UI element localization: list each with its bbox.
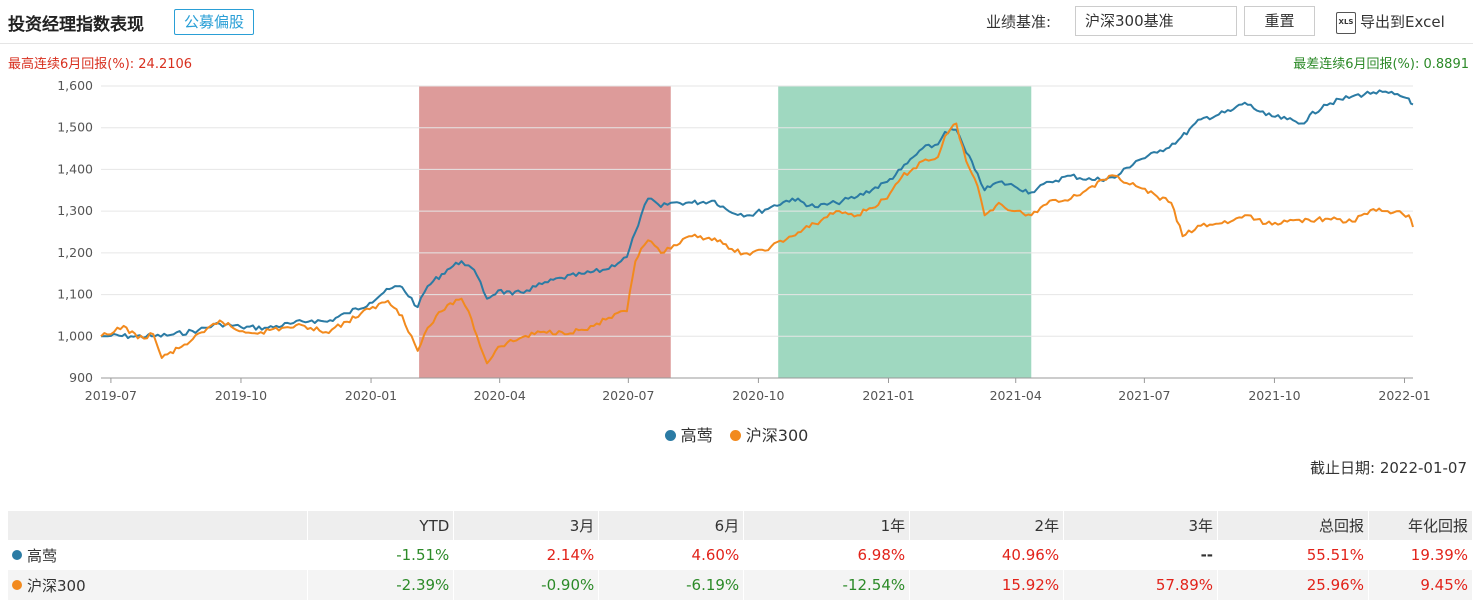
header-cell-ytd: YTD [307, 511, 455, 540]
x-tick-label: 2020-04 [474, 388, 526, 403]
header-cell-3m: 3月 [453, 511, 600, 540]
legend-dot-icon [664, 430, 676, 441]
x-tick-label: 2021-04 [990, 388, 1042, 403]
value-cell: 15.92% [909, 570, 1065, 600]
x-tick-label: 2020-07 [602, 388, 654, 403]
y-tick-label: 1,100 [57, 287, 93, 302]
value-cell: 4.60% [598, 540, 745, 570]
legend-item-manager[interactable]: 高莺 [664, 422, 713, 446]
row-name-label: 高莺 [27, 546, 58, 565]
header-bar: 投资经理指数表现 公募偏股 业绩基准: 沪深300基准 重置 XLS 导出到Exc… [0, 0, 1473, 44]
x-tick-label: 2020-01 [345, 388, 397, 403]
y-tick-label: 1,400 [57, 161, 93, 176]
row-name-cell: 高莺 [8, 540, 309, 570]
page-title: 投资经理指数表现 [8, 15, 144, 35]
y-tick-label: 1,300 [57, 203, 93, 218]
highlight-band-best [419, 86, 671, 378]
header-cell-annual: 年化回报 [1368, 511, 1473, 540]
header-cell-6m: 6月 [598, 511, 745, 540]
benchmark-input[interactable]: 沪深300基准 [1075, 6, 1237, 36]
value-cell: -0.90% [453, 570, 600, 600]
x-tick-label: 2019-07 [85, 388, 137, 403]
export-excel-button[interactable]: XLS 导出到Excel [1336, 9, 1445, 35]
header-cell-3y: 3年 [1063, 511, 1219, 540]
legend-label-benchmark: 沪深300 [745, 426, 809, 445]
export-excel-label: 导出到Excel [1360, 13, 1445, 31]
x-tick-label: 2021-01 [862, 388, 914, 403]
worst-6m-return: 最差连续6月回报(%): 0.8891 [1293, 57, 1469, 72]
table-row: 沪深300 -2.39% -0.90% -6.19% -12.54% 15.92% 57.8… [8, 570, 1473, 600]
header-cell-2y: 2年 [909, 511, 1065, 540]
x-tick-label: 2021-07 [1118, 388, 1170, 403]
chart-legend: 高莺 沪深300 [0, 422, 1473, 446]
performance-table: YTD 3月 6月 1年 2年 3年 总回报 年化回报 高莺 -1.51% 2.14… [8, 511, 1473, 600]
x-tick-label: 2022-01 [1378, 388, 1430, 403]
x-tick-label: 2019-10 [215, 388, 267, 403]
legend-dot-icon [729, 430, 741, 441]
value-cell: 25.96% [1217, 570, 1369, 600]
xls-file-icon: XLS [1336, 11, 1356, 34]
y-tick-label: 1,500 [57, 120, 93, 135]
y-tick-label: 1,000 [57, 328, 93, 343]
series-dot-icon [12, 550, 22, 560]
series-line-benchmark [100, 122, 1414, 365]
x-tick-label: 2020-10 [732, 388, 784, 403]
value-cell: -1.51% [307, 540, 455, 570]
row-name-label: 沪深300 [27, 576, 86, 595]
value-cell: -- [1063, 540, 1219, 570]
x-tick-label: 2021-10 [1248, 388, 1300, 403]
best-6m-return: 最高连续6月回报(%): 24.2106 [8, 57, 193, 72]
performance-chart: 900 1,000 1,100 1,200 1,300 1,400 1,500 1,600 20… [57, 78, 1430, 403]
row-name-cell: 沪深300 [8, 570, 309, 600]
legend-label-manager: 高莺 [680, 426, 713, 445]
highlight-band-worst [778, 86, 1032, 378]
reset-button[interactable]: 重置 [1244, 6, 1315, 36]
benchmark-label: 业绩基准: [986, 13, 1052, 31]
header-cell-name [8, 511, 309, 540]
legend-item-benchmark[interactable]: 沪深300 [729, 422, 809, 446]
value-cell: 6.98% [743, 540, 911, 570]
category-tag[interactable]: 公募偏股 [174, 9, 255, 35]
as-of-date: 截止日期: 2022-01-07 [1310, 459, 1467, 477]
series-line-manager [100, 89, 1414, 340]
header-cell-total: 总回报 [1217, 511, 1369, 540]
table-header-row: YTD 3月 6月 1年 2年 3年 总回报 年化回报 [8, 511, 1473, 540]
value-cell: 2.14% [453, 540, 600, 570]
value-cell: -6.19% [598, 570, 745, 600]
value-cell: 57.89% [1063, 570, 1219, 600]
table-row: 高莺 -1.51% 2.14% 4.60% 6.98% 40.96% -- 55.51% 19.… [8, 540, 1473, 570]
value-cell: 19.39% [1368, 540, 1473, 570]
value-cell: 55.51% [1217, 540, 1369, 570]
value-cell: -12.54% [743, 570, 911, 600]
header-cell-1y: 1年 [743, 511, 911, 540]
value-cell: -2.39% [307, 570, 455, 600]
y-tick-label: 1,600 [57, 78, 93, 93]
y-tick-label: 900 [69, 370, 93, 385]
value-cell: 9.45% [1368, 570, 1473, 600]
y-tick-label: 1,200 [57, 245, 93, 260]
value-cell: 40.96% [909, 540, 1065, 570]
series-dot-icon [12, 580, 22, 590]
